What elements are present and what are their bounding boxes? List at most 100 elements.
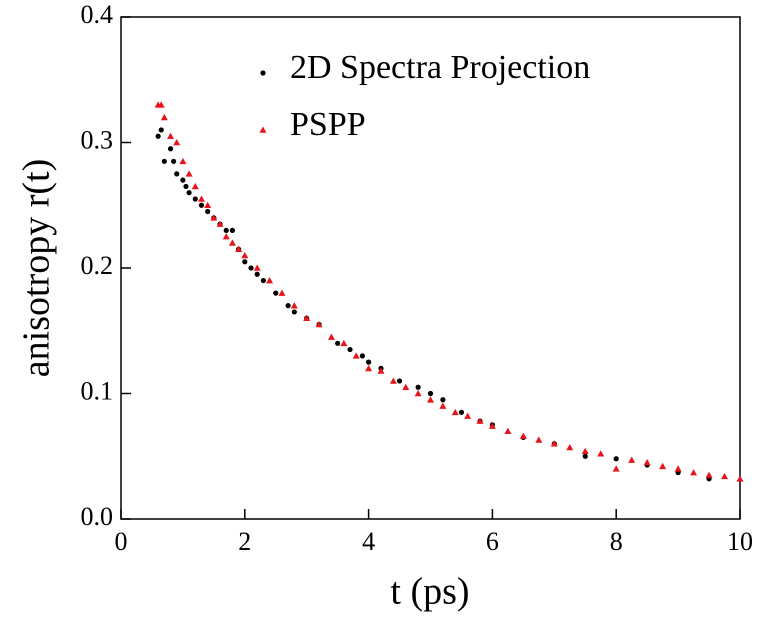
data-point (158, 127, 164, 133)
data-point (628, 456, 636, 463)
data-point (174, 171, 180, 177)
data-point (389, 377, 397, 384)
data-point (204, 201, 212, 209)
data-point (241, 251, 249, 259)
data-point (427, 396, 434, 403)
data-point (228, 239, 236, 246)
data-point (285, 303, 291, 309)
data-point (161, 158, 167, 164)
data-point (440, 397, 446, 403)
x-tick-label: 2 (238, 527, 251, 556)
data-point (223, 227, 229, 233)
y-tick-label: 0.1 (81, 376, 114, 405)
data-point (582, 453, 588, 459)
data-point (674, 465, 682, 472)
data-point (192, 196, 198, 202)
data-point (254, 271, 260, 277)
plot-frame (120, 16, 741, 520)
data-point (205, 208, 211, 215)
data-point (347, 346, 353, 353)
x-tick-label: 8 (610, 527, 623, 556)
data-point (581, 447, 589, 455)
data-point (402, 383, 410, 391)
data-point (519, 432, 527, 439)
data-point (171, 158, 177, 164)
data-point (365, 364, 373, 372)
data-point (721, 472, 729, 480)
data-point (327, 333, 335, 340)
data-point (242, 259, 248, 265)
data-point (173, 139, 181, 146)
data-point (303, 314, 311, 321)
data-point (216, 220, 224, 227)
data-point (396, 378, 403, 384)
y-tick-label: 0.0 (81, 502, 114, 531)
data-point (464, 412, 472, 419)
data-point (157, 101, 165, 108)
legend-marker (259, 126, 267, 133)
data-point (229, 227, 236, 233)
data-point (260, 277, 266, 284)
data-point (439, 402, 447, 409)
data-point (612, 465, 620, 472)
data-point (597, 450, 605, 457)
x-tick-label: 4 (362, 527, 375, 556)
data-point (248, 265, 254, 271)
data-point (414, 390, 422, 397)
x-tick-label: 10 (727, 527, 753, 556)
data-point (198, 202, 205, 208)
data-point (643, 459, 651, 466)
data-point (183, 183, 189, 190)
data-point (191, 182, 199, 190)
data-point (340, 339, 348, 347)
data-point (613, 456, 619, 462)
data-point (690, 469, 698, 476)
data-point (458, 409, 465, 415)
data-point (155, 133, 161, 139)
data-point (352, 352, 360, 359)
y-tick-label: 0.4 (81, 0, 114, 29)
data-point (566, 443, 574, 451)
data-point (210, 214, 218, 221)
data-point (535, 436, 543, 443)
data-point (488, 422, 496, 429)
data-point (705, 471, 713, 478)
data-point (550, 440, 558, 447)
data-point (335, 340, 341, 346)
y-tick-label: 0.2 (81, 251, 114, 280)
data-point (235, 245, 243, 252)
data-point (315, 320, 323, 328)
legend-marker (260, 70, 266, 76)
data-point (179, 157, 187, 165)
data-point (253, 264, 261, 271)
data-point (186, 190, 192, 196)
data-point (427, 390, 434, 397)
data-point (290, 302, 298, 309)
data-point (160, 113, 168, 121)
data-point (273, 290, 279, 296)
x-tick-label: 6 (486, 527, 499, 556)
data-point (504, 427, 512, 434)
legend-label: PSPP (290, 106, 366, 143)
data-point (222, 233, 230, 240)
data-point (476, 417, 484, 424)
data-point (359, 353, 366, 359)
data-point (185, 170, 193, 177)
data-point (197, 195, 205, 202)
data-point (180, 177, 186, 183)
data-point (291, 309, 297, 315)
data-point (167, 132, 175, 140)
data-point (266, 277, 274, 284)
y-axis-title: anisotropy r(t) (16, 159, 58, 377)
data-point (377, 367, 385, 374)
x-axis-title: t (ps) (390, 571, 469, 613)
data-point (736, 475, 744, 482)
data-point (278, 289, 286, 296)
data-point (366, 359, 372, 365)
x-tick-label: 0 (115, 527, 128, 556)
legend-label: 2D Spectra Projection (290, 49, 590, 86)
y-tick-label: 0.3 (81, 125, 114, 154)
data-point (451, 408, 459, 416)
data-point (659, 462, 667, 470)
